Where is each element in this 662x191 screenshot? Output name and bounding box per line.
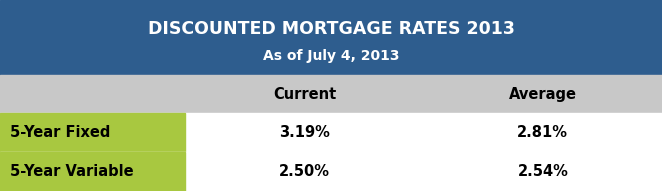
Text: Average: Average — [509, 87, 577, 102]
Bar — [0, 152, 185, 191]
Bar — [0, 0, 662, 75]
Text: Current: Current — [273, 87, 336, 102]
Bar — [0, 75, 662, 113]
Bar — [0, 113, 185, 152]
Text: 5-Year Variable: 5-Year Variable — [10, 164, 134, 179]
Bar — [0, 152, 662, 191]
Text: 5-Year Fixed: 5-Year Fixed — [10, 125, 111, 140]
Text: 2.54%: 2.54% — [518, 164, 568, 179]
Text: DISCOUNTED MORTGAGE RATES 2013: DISCOUNTED MORTGAGE RATES 2013 — [148, 19, 514, 37]
Text: 2.50%: 2.50% — [279, 164, 330, 179]
Bar — [0, 113, 662, 152]
Text: As of July 4, 2013: As of July 4, 2013 — [263, 49, 399, 63]
Text: 2.81%: 2.81% — [517, 125, 569, 140]
Text: 3.19%: 3.19% — [279, 125, 330, 140]
